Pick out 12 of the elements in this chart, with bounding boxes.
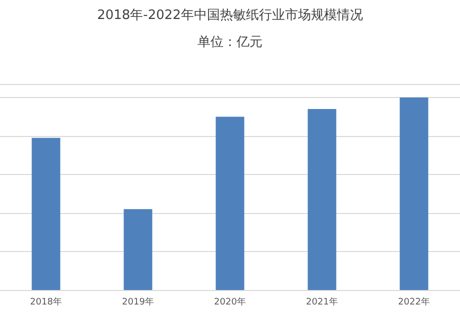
- x-tick-label: 2020年: [214, 296, 246, 308]
- bar: [400, 97, 428, 290]
- x-tick-label: 2021年: [306, 296, 338, 308]
- chart-subtitle: 单位：亿元: [198, 35, 262, 50]
- bar: [308, 109, 336, 290]
- x-tick-label: 2019年: [122, 296, 154, 308]
- x-tick-label: 2022年: [398, 296, 430, 308]
- bar: [124, 209, 152, 290]
- chart-title: 2018年-2022年中国热敏纸行业市场规模情况: [97, 8, 363, 23]
- x-tick-label: 2018年: [30, 296, 62, 308]
- bar: [32, 138, 60, 290]
- bar: [216, 116, 244, 290]
